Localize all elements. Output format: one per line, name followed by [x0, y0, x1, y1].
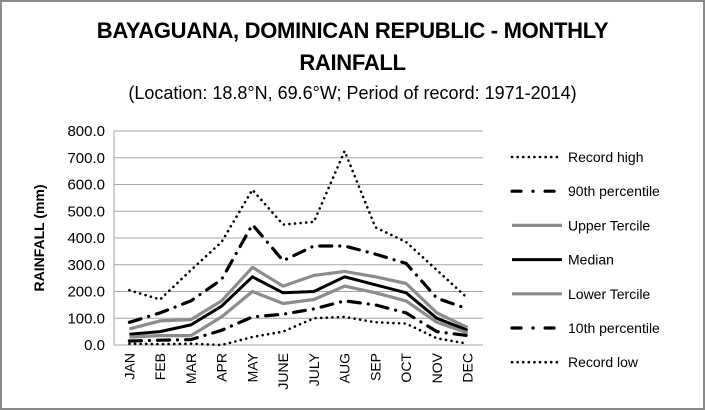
x-tick-label: JUNE — [275, 353, 291, 390]
chart-title-line-2: RAINFALL — [299, 50, 406, 75]
series-line-90th-percentile — [127, 223, 470, 324]
series-line-median — [129, 275, 469, 336]
x-tick-label: NOV — [429, 352, 445, 383]
x-axis-ticks: JAN FEB MAR APR MAY JUNE JULY AUG SEP OCT NOV DEC — [121, 352, 475, 389]
legend-label: Record low — [568, 354, 639, 370]
legend-label: Upper Tercile — [568, 217, 650, 233]
y-tick-label: 400.0 — [67, 230, 105, 247]
x-tick-label: FEB — [152, 353, 168, 380]
x-tick-label: APR — [214, 353, 230, 382]
x-tick-label: JAN — [121, 353, 137, 379]
legend: Record high 90th percentile Upper Tercile M… — [510, 149, 660, 370]
legend-label: Lower Tercile — [568, 286, 650, 302]
legend-label: 10th percentile — [568, 320, 660, 336]
y-tick-label: 0.0 — [84, 337, 105, 354]
y-tick-label: 300.0 — [67, 257, 105, 274]
x-tick-label: JULY — [306, 352, 322, 386]
y-tick-label: 100.0 — [67, 310, 105, 327]
series-line-10th-percentile — [127, 299, 470, 343]
chart-subtitle: (Location: 18.8°N, 69.6°W; Period of rec… — [128, 83, 577, 103]
series-lines — [127, 149, 470, 347]
legend-label: Median — [568, 252, 614, 268]
x-tick-label: MAY — [244, 352, 260, 382]
y-tick-label: 700.0 — [67, 150, 105, 167]
series-line-lower-tercile — [129, 284, 469, 339]
y-tick-label: 200.0 — [67, 284, 105, 301]
x-tick-label: MAR — [183, 353, 199, 384]
y-tick-label: 800.0 — [67, 123, 105, 140]
series-line-upper-tercile — [128, 265, 469, 331]
legend-label: Record high — [568, 149, 644, 165]
x-tick-label: AUG — [337, 353, 353, 383]
series-line-record-low — [128, 315, 469, 347]
chart-title-line-1: BAYAGUANA, DOMINICAN REPUBLIC - MONTHLY — [96, 18, 609, 43]
y-axis-ticks: 0.0 100.0 200.0 300.0 400.0 500.0 600.0 700.0 80… — [67, 123, 105, 354]
gridlines — [113, 130, 483, 346]
legend-label: 90th percentile — [568, 183, 660, 199]
y-tick-label: 600.0 — [67, 177, 105, 194]
y-tick-label: 500.0 — [67, 203, 105, 220]
series-line-record-high — [128, 149, 469, 301]
x-tick-label: DEC — [460, 353, 476, 383]
x-tick-label: SEP — [367, 353, 383, 381]
y-axis-label: RAINFALL (mm) — [31, 184, 47, 291]
x-tick-label: OCT — [398, 353, 414, 383]
